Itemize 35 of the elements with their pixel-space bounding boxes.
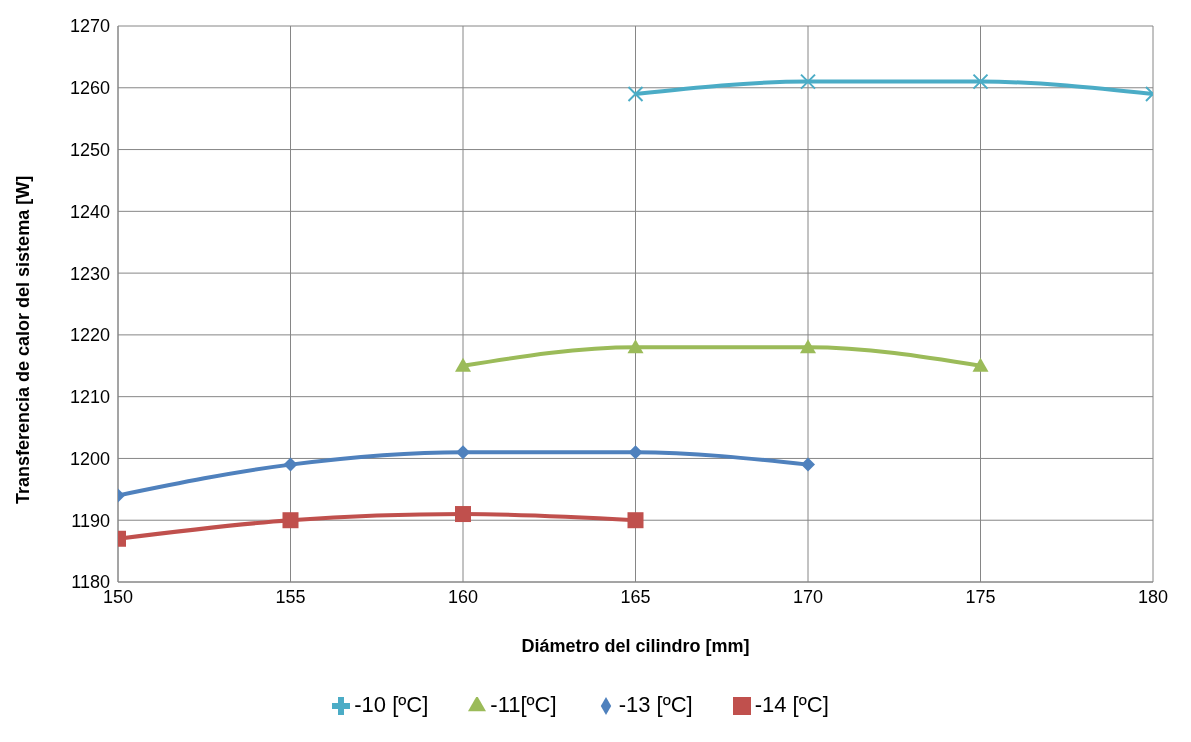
y-tick-label: 1240	[69, 201, 110, 222]
y-tick-label: 1190	[71, 510, 110, 531]
x-tick-label: 175	[965, 586, 996, 607]
point	[801, 457, 815, 472]
legend-label: -14 [ºC]	[754, 692, 829, 717]
point	[972, 73, 989, 90]
x-tick-label: 165	[620, 586, 651, 607]
y-tick-label: 1220	[69, 325, 110, 346]
x-tick-label: 155	[275, 586, 306, 607]
point	[455, 357, 471, 372]
y-tick-label: 1260	[69, 78, 110, 99]
x-axis-title: Diámetro del cilindro [mm]	[521, 636, 750, 656]
y-tick-label: 1270	[69, 16, 110, 37]
x-tick-label: 160	[447, 586, 479, 607]
point	[800, 73, 816, 90]
point	[628, 445, 643, 460]
point	[627, 512, 644, 529]
y-tick-label: 1230	[69, 263, 110, 284]
y-tick-label: 1200	[69, 448, 110, 469]
point	[283, 457, 298, 472]
legend-label: -11[ºC]	[490, 692, 557, 717]
point	[282, 512, 299, 529]
y-tick-label: 1250	[69, 139, 110, 160]
point	[800, 339, 816, 354]
point	[455, 506, 471, 523]
point	[456, 445, 470, 460]
point	[972, 357, 989, 372]
legend-label: -13 [ºC]	[618, 692, 693, 717]
x-tick-label: 170	[792, 586, 824, 607]
point	[627, 339, 644, 354]
x-tick-label: 180	[1137, 586, 1169, 607]
y-axis-title: Transferencia de calor del sistema [W]	[13, 175, 34, 504]
y-tick-label: 1210	[69, 387, 110, 408]
point	[627, 85, 644, 102]
legend-label: -10 [ºC]	[354, 692, 429, 717]
